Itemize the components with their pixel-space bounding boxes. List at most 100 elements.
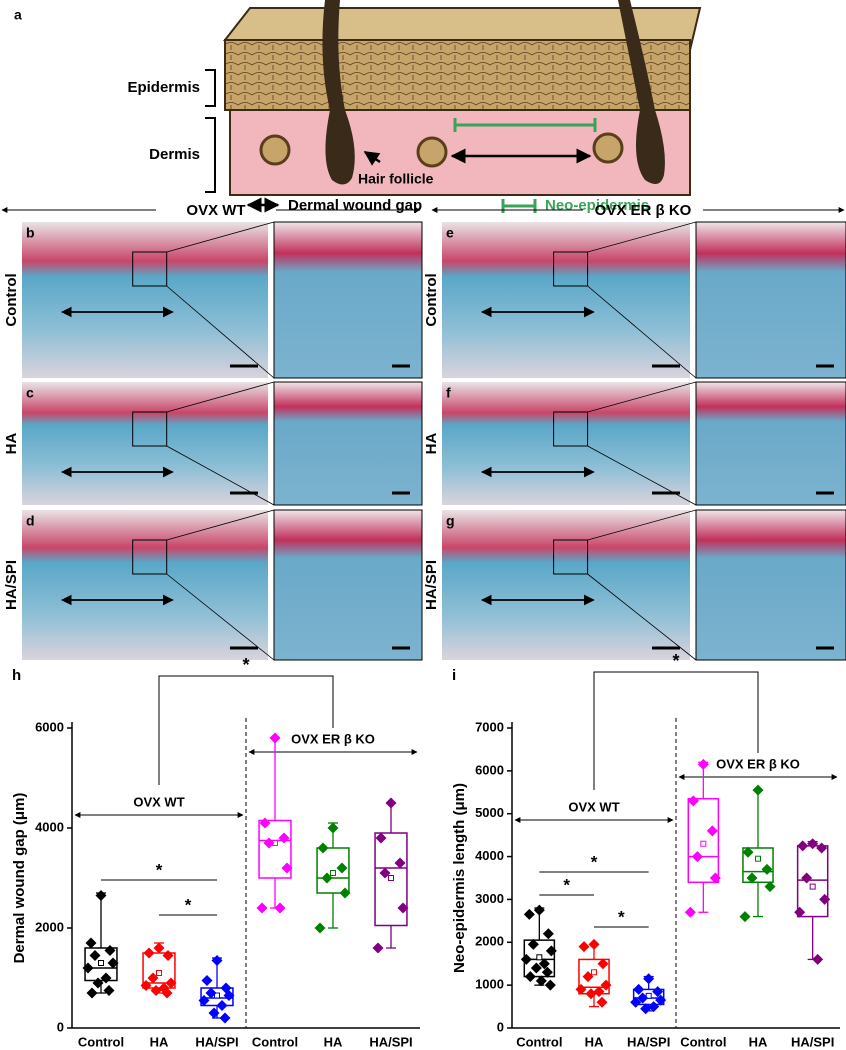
zoom-line: [166, 285, 275, 379]
data-point: [752, 784, 764, 796]
data-point: [523, 908, 535, 920]
significance-star: *: [591, 852, 598, 871]
schematic: a Epidermis Dermis Hair follicle Dermal …: [14, 0, 702, 214]
group-label: OVX ER β KO: [291, 731, 375, 746]
mean: [700, 840, 707, 847]
box: [687, 797, 720, 884]
row-label: Control: [3, 273, 20, 326]
data-point: [317, 842, 329, 854]
data-point: [150, 985, 162, 996]
y-tick-label: 2000: [35, 919, 64, 934]
follicle-arrow: [363, 150, 381, 166]
significance-star: *: [242, 655, 249, 675]
significance-star: *: [563, 875, 570, 894]
data-point: [100, 972, 112, 984]
data-point: [684, 906, 696, 918]
significance-star: *: [618, 907, 625, 926]
data-point: [339, 887, 351, 899]
significance-star: *: [156, 860, 163, 879]
row-label: HA: [423, 433, 440, 455]
data-point: [274, 902, 286, 914]
x-tick-label: Control: [516, 1034, 562, 1049]
histology-image: [22, 222, 268, 378]
gland: [259, 134, 291, 166]
data-point: [588, 938, 600, 950]
data-point: [643, 973, 655, 985]
y-tick-label: 6000: [35, 719, 64, 734]
histology-image: [442, 382, 690, 505]
data-point: [801, 872, 813, 884]
histology-zoom: [695, 381, 846, 506]
zoom-line: [587, 509, 697, 541]
x-tick-label: HA: [585, 1034, 604, 1049]
charts: 0 2000 4000 6000 Dermal wound gap (μm) h Contr…: [11, 651, 840, 1049]
y-tick-label: 1000: [475, 977, 504, 992]
data-point: [259, 817, 271, 829]
data-point: [107, 957, 119, 969]
data-point: [530, 962, 542, 974]
data-point: [545, 945, 557, 957]
data-point: [219, 1012, 231, 1024]
y-tick-label: 7000: [475, 719, 504, 734]
x-tick-label: HA/SPI: [791, 1034, 834, 1049]
data-point: [542, 928, 554, 940]
data-point: [161, 987, 173, 999]
gland: [592, 132, 624, 164]
data-point: [92, 977, 104, 989]
histology-zoom: [273, 221, 423, 379]
data-point: [655, 994, 667, 1006]
data-point: [709, 872, 721, 884]
data-point: [198, 995, 210, 1006]
data-point: [278, 832, 290, 844]
data-point: [89, 950, 101, 961]
data-point: [593, 986, 605, 998]
data-point: [761, 863, 773, 875]
data-point: [541, 966, 553, 978]
row-label: HA: [3, 433, 20, 455]
x-tick-label: Control: [680, 1034, 726, 1049]
data-point: [739, 911, 751, 923]
zoom-box: [553, 411, 589, 447]
panel-label: h: [12, 667, 21, 684]
row-label: HA/SPI: [3, 560, 20, 610]
data-point: [336, 862, 348, 874]
x-tick-label: HA/SPI: [627, 1034, 670, 1049]
panel-label: i: [452, 667, 456, 684]
y-tick-label: 4000: [35, 819, 64, 834]
group-bracket: [158, 675, 334, 785]
zoom-box: [132, 411, 168, 447]
data-point: [742, 846, 754, 858]
data-point: [524, 971, 536, 983]
histology-zoom: [695, 221, 846, 379]
data-point: [596, 996, 608, 1008]
data-point: [385, 797, 397, 809]
data-point: [208, 1007, 220, 1019]
data-point: [600, 979, 612, 991]
data-point: [256, 902, 268, 914]
data-point: [281, 862, 293, 874]
data-point: [575, 983, 587, 995]
layer-bracket: [205, 69, 216, 193]
row-label: HA/SPI: [423, 560, 440, 610]
data-point: [691, 851, 703, 863]
data-point: [103, 985, 115, 996]
x-tick-label: HA/SPI: [195, 1034, 238, 1049]
data-point: [379, 867, 391, 879]
panel-label: g: [446, 513, 455, 529]
data-point: [633, 983, 645, 995]
data-point: [153, 942, 165, 954]
data-point: [82, 962, 94, 974]
zoom-box: [553, 251, 589, 287]
data-point: [816, 842, 828, 854]
panel-label: f: [446, 385, 451, 401]
data-point: [205, 987, 217, 999]
panel-label: d: [26, 513, 35, 529]
y-tick-label: 0: [497, 1019, 504, 1034]
x-tick-label: HA: [324, 1034, 343, 1049]
significance-star: *: [185, 895, 192, 914]
data-point: [637, 992, 649, 1004]
data-point: [201, 975, 213, 986]
data-point: [140, 980, 152, 991]
y-axis-label: Dermal wound gap (μm): [11, 793, 28, 964]
